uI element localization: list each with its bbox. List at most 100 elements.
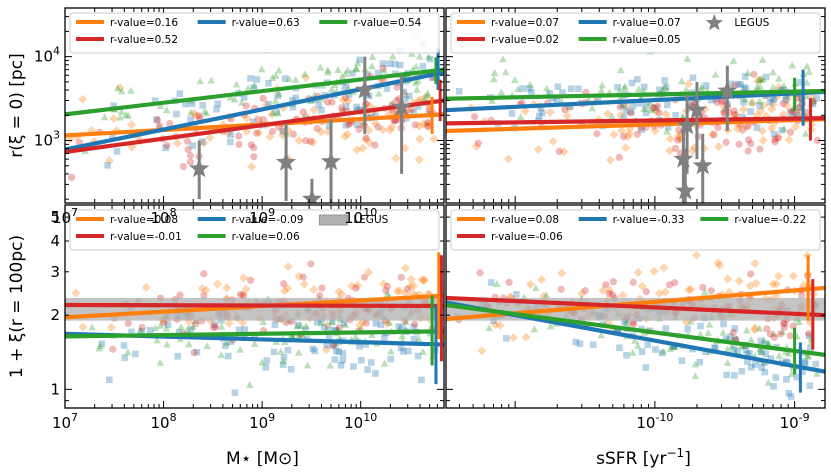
scatter-point <box>747 139 755 148</box>
scatter-point <box>404 347 412 355</box>
scatter-point <box>767 104 777 114</box>
scatter-point <box>400 88 408 96</box>
legend-label: r-value=0.52 <box>110 34 178 46</box>
scatter-point <box>756 145 764 153</box>
scatter-point <box>429 74 437 82</box>
scatter-point <box>597 86 606 94</box>
scatter-point <box>658 85 667 93</box>
scatter-point <box>637 281 647 291</box>
scatter-point <box>738 126 747 134</box>
scatter-point <box>240 291 248 300</box>
scatter-point <box>755 324 764 332</box>
scatter-point <box>289 97 296 104</box>
scatter-point <box>294 332 303 340</box>
scatter-point <box>414 352 422 360</box>
scatter-point <box>279 357 288 365</box>
scatter-point <box>485 324 493 332</box>
scatter-point <box>661 109 671 119</box>
legus-star <box>354 79 375 99</box>
scatter-point <box>796 79 804 86</box>
legend-label: r-value=-0.06 <box>491 231 563 243</box>
scatter-point <box>683 54 692 62</box>
scatter-point <box>377 321 385 328</box>
scatter-point <box>202 109 211 117</box>
scatter-point <box>605 285 615 295</box>
scatter-point <box>383 319 393 329</box>
scatter-point <box>281 75 289 82</box>
scatter-point <box>805 329 813 338</box>
scatter-point <box>548 136 558 146</box>
scatter-point <box>200 270 208 278</box>
scatter-point <box>307 260 315 268</box>
scatter-point <box>629 278 637 286</box>
scatter-point <box>360 273 369 281</box>
scatter-point <box>342 103 350 110</box>
tick-label: 109 <box>249 411 275 432</box>
scatter-point <box>616 103 624 111</box>
scatter-point <box>740 95 749 103</box>
scatter-point <box>662 325 670 332</box>
scatter-point <box>423 89 432 97</box>
legend-star-icon <box>705 14 723 31</box>
scatter-point <box>182 100 189 108</box>
scatter-point <box>420 95 428 103</box>
scatter-point <box>700 104 710 114</box>
scatter-point <box>291 75 300 83</box>
scatter-point <box>490 317 497 324</box>
scatter-point <box>200 291 208 300</box>
scatter-point <box>343 96 353 106</box>
scatter-point <box>692 250 702 260</box>
scatter-point <box>802 78 811 86</box>
scatter-point <box>415 52 424 60</box>
scatter-point <box>191 111 201 121</box>
scatter-point <box>509 333 519 343</box>
scatter-point <box>608 112 616 120</box>
scatter-point <box>163 340 171 348</box>
tick-label: 107 <box>52 206 78 227</box>
scatter-point <box>759 75 767 83</box>
scatter-point <box>710 131 718 139</box>
scatter-point <box>738 367 746 375</box>
scatter-point <box>187 108 195 116</box>
scatter-point <box>349 70 356 77</box>
scatter-point <box>193 348 201 356</box>
scatter-point <box>423 122 432 131</box>
scatter-point <box>533 144 543 154</box>
scatter-point <box>624 129 634 139</box>
scatter-point <box>788 61 797 69</box>
scatter-point <box>635 100 643 107</box>
ticks <box>64 8 445 203</box>
fit-line-green <box>65 329 444 339</box>
scatter-point <box>750 323 760 333</box>
scatter-point <box>711 70 720 78</box>
fit-line-green <box>65 67 444 117</box>
scatter-point <box>78 94 88 104</box>
scatter-point <box>128 328 135 336</box>
fit-group <box>65 67 444 155</box>
x-axis-label: sSFR [yr−1] <box>596 446 691 469</box>
scatter-point <box>621 82 629 90</box>
scatter-point <box>317 319 325 327</box>
scatter-point <box>747 335 755 343</box>
scatter-point <box>200 107 209 115</box>
scatter-point <box>722 335 730 343</box>
scatter-point <box>755 106 765 116</box>
scatter-point <box>192 320 200 328</box>
scatter-point <box>364 267 374 277</box>
scatter-point <box>673 136 682 144</box>
scatter-point <box>757 126 767 136</box>
scatter-point <box>764 378 773 386</box>
scatter-point <box>739 113 746 121</box>
scatter-point <box>503 154 513 164</box>
scatter-point <box>490 68 499 76</box>
scatter-point <box>718 97 726 106</box>
scatter-point <box>127 86 135 94</box>
fit-line-green <box>446 302 825 357</box>
scatter-point <box>212 279 222 289</box>
scatter-point <box>798 291 806 299</box>
tick-label: 5 <box>50 208 60 226</box>
scatter-point <box>247 162 257 172</box>
scatter-point <box>634 85 643 93</box>
scatter-point <box>766 98 774 106</box>
